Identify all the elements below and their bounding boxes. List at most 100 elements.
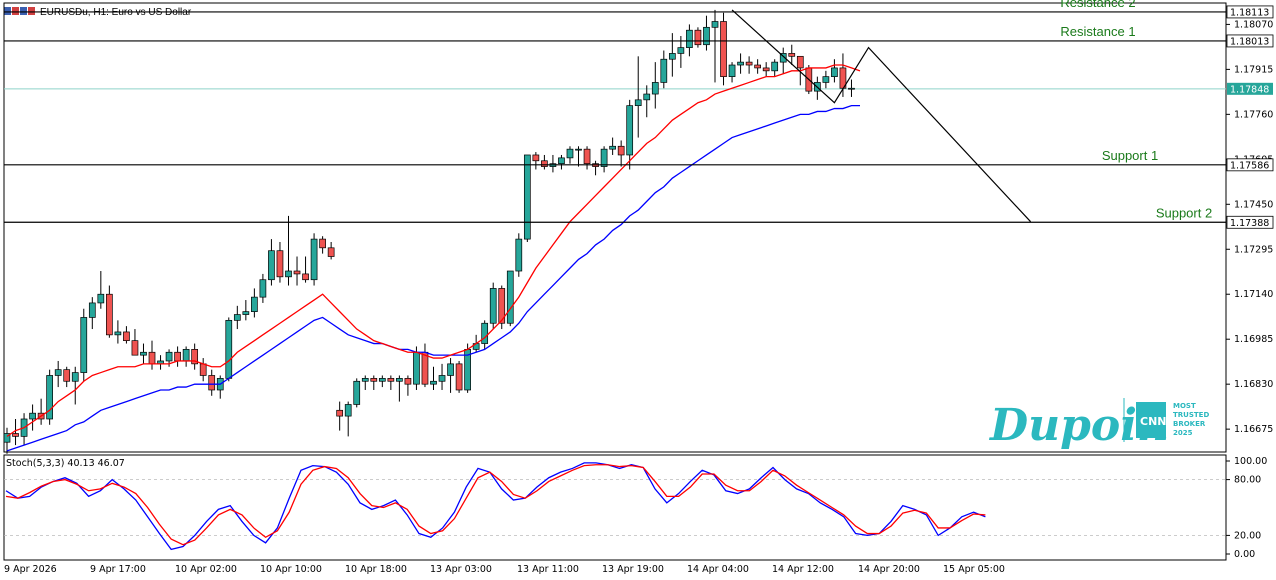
- candle-body: [132, 341, 138, 356]
- svg-text:TRUSTED: TRUSTED: [1173, 411, 1209, 419]
- candle: [81, 309, 87, 382]
- candle: [354, 378, 360, 407]
- candle: [30, 404, 36, 430]
- time-axis-label: 14 Apr 12:00: [772, 564, 834, 575]
- candle-body: [729, 65, 735, 77]
- candle-body: [431, 381, 437, 384]
- candle: [243, 300, 249, 320]
- candle-body: [123, 332, 129, 341]
- candle: [38, 399, 44, 425]
- candle-body: [456, 364, 462, 390]
- candle: [746, 56, 752, 73]
- candle: [175, 346, 181, 366]
- candle: [209, 370, 215, 396]
- time-axis-label: 14 Apr 20:00: [858, 564, 920, 575]
- candle: [507, 271, 513, 326]
- candle: [738, 53, 744, 73]
- window-icon: [4, 7, 35, 15]
- price-tick-label: 1.17295: [1234, 244, 1273, 255]
- candle-body: [439, 375, 445, 381]
- candle: [840, 53, 846, 97]
- candle-body: [243, 312, 249, 315]
- candle: [593, 161, 599, 176]
- candle: [439, 364, 445, 390]
- candle: [618, 140, 624, 166]
- candle: [226, 317, 232, 381]
- candle: [47, 370, 53, 425]
- candle: [848, 80, 854, 97]
- stoch-pane-frame: [4, 455, 1226, 560]
- level-price-label: 1.17388: [1230, 218, 1269, 229]
- time-axis-label: 10 Apr 10:00: [260, 564, 322, 575]
- candle-body: [618, 146, 624, 155]
- candle-body: [311, 239, 317, 280]
- candle: [669, 33, 675, 77]
- candle-body: [524, 155, 530, 239]
- candle: [55, 361, 61, 387]
- candle: [149, 341, 155, 370]
- candle-body: [234, 315, 240, 321]
- dupoin-logo: Dupoin CNN MOST TRUSTED BROKER 2025: [988, 398, 1209, 451]
- candle-body: [337, 410, 343, 416]
- candle-body: [627, 106, 633, 155]
- candle: [362, 375, 368, 390]
- candle-body: [64, 370, 70, 382]
- candle-body: [149, 352, 155, 364]
- candle-body: [81, 317, 87, 372]
- candle: [277, 242, 283, 283]
- candle: [703, 16, 709, 51]
- candle-body: [226, 320, 232, 378]
- candle-body: [678, 48, 684, 54]
- candle: [721, 13, 727, 86]
- candle-body: [294, 271, 300, 274]
- time-axis-label: 13 Apr 11:00: [517, 564, 579, 575]
- time-axis-label: 15 Apr 05:00: [943, 564, 1005, 575]
- candle: [311, 233, 317, 285]
- candle-body: [328, 248, 334, 257]
- candle-body: [175, 352, 181, 361]
- price-tick-label: 1.17140: [1234, 289, 1273, 300]
- candle-body: [567, 149, 573, 158]
- candle: [823, 71, 829, 88]
- candle: [115, 320, 121, 343]
- price-tick-label: 1.17760: [1234, 109, 1273, 120]
- candle-body: [13, 433, 19, 436]
- candle-body: [558, 158, 564, 164]
- candle: [755, 59, 761, 74]
- candle: [524, 155, 530, 242]
- candle: [780, 48, 786, 74]
- candle: [260, 274, 266, 303]
- candle-body: [448, 364, 454, 376]
- time-axis-label: 10 Apr 18:00: [345, 564, 407, 575]
- candle-body: [738, 62, 744, 65]
- candle: [303, 257, 309, 283]
- candle-body: [746, 62, 752, 65]
- price-tick-label: 1.17915: [1234, 64, 1273, 75]
- stoch-tick-label: 80.00: [1234, 475, 1261, 486]
- candle: [456, 361, 462, 393]
- candle: [285, 216, 291, 286]
- candle: [294, 257, 300, 286]
- candle: [132, 329, 138, 355]
- candle-body: [763, 68, 769, 71]
- candle-body: [652, 82, 658, 94]
- stoch-tick-label: 20.00: [1234, 530, 1261, 541]
- candle: [772, 59, 778, 76]
- candle-body: [89, 303, 95, 318]
- main-pane: 1.180701.179151.177601.176051.174501.172…: [4, 0, 1273, 575]
- candle-body: [755, 65, 761, 68]
- candle-body: [601, 149, 607, 166]
- candle-body: [541, 161, 547, 167]
- candle: [431, 367, 437, 390]
- svg-text:CNN: CNN: [1140, 415, 1167, 428]
- candle-body: [388, 378, 394, 381]
- candle-body: [183, 349, 189, 361]
- pattern-trendline: [732, 10, 1031, 222]
- time-axis-label: 9 Apr 17:00: [90, 564, 146, 575]
- candle: [490, 283, 496, 329]
- candle: [831, 59, 837, 82]
- candle-body: [507, 271, 513, 323]
- candle-body: [797, 56, 803, 68]
- candle-body: [30, 413, 36, 419]
